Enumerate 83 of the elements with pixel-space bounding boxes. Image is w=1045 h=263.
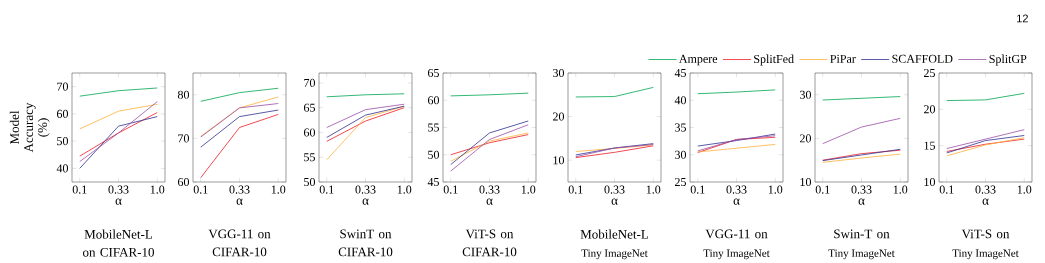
y-tick-label: 40 bbox=[674, 96, 687, 105]
x-tick-label: 1.0 bbox=[1017, 185, 1032, 194]
text: Tiny ImageNet bbox=[581, 249, 648, 260]
y-tick-label: 45 bbox=[427, 177, 440, 186]
x-tick-label: 0.33 bbox=[108, 185, 129, 194]
y-tick-label: 60 bbox=[427, 96, 440, 105]
y-tick-label: 25 bbox=[924, 68, 936, 78]
x-axis-title: α bbox=[115, 198, 122, 205]
x-tick-label: 0.1 bbox=[568, 185, 583, 194]
text: Swin-T on bbox=[834, 229, 890, 239]
legend-label: SCAFFOLD bbox=[892, 54, 953, 63]
y-tick-label: 80 bbox=[177, 90, 190, 99]
text: MobileNet-L on CIFAR-10 bbox=[83, 229, 155, 257]
x-axis-title: α bbox=[236, 198, 243, 205]
x-tick-label: 0.1 bbox=[690, 185, 705, 194]
y-tick-label: 45 bbox=[674, 68, 687, 77]
x-axis-title: α bbox=[362, 198, 369, 205]
x-tick-label: 1.0 bbox=[646, 185, 661, 194]
text: Tiny ImageNet bbox=[828, 249, 895, 260]
y-tick-label: 30 bbox=[553, 68, 565, 78]
y-tick-label: 65 bbox=[427, 68, 440, 78]
x-tick-label: 0.33 bbox=[229, 185, 250, 194]
x-tick-label: 1.0 bbox=[271, 185, 286, 194]
y-tick-label: 60 bbox=[177, 177, 190, 187]
legend-label: SplitGP bbox=[989, 54, 1027, 66]
x-tick-label: 1.0 bbox=[521, 185, 536, 194]
y-tick-label: 30 bbox=[800, 90, 812, 99]
y-tick-label: 40 bbox=[56, 164, 69, 173]
y-tick-label: 20 bbox=[924, 105, 936, 114]
y-tick-label: 70 bbox=[178, 134, 190, 143]
text: ViT-S on bbox=[961, 229, 1010, 239]
text: Tiny ImageNet bbox=[952, 249, 1019, 260]
x-axis-title: α bbox=[611, 198, 618, 205]
x-axis-title: α bbox=[858, 198, 865, 205]
y-tick-label: 55 bbox=[428, 123, 440, 132]
y-tick-label: 70 bbox=[304, 78, 316, 87]
y-axis-title: Model Accuracy (%) bbox=[9, 102, 50, 153]
x-tick-label: 1.0 bbox=[768, 185, 783, 194]
y-tick-label: 70 bbox=[57, 82, 69, 91]
text: MobileNet-L bbox=[580, 229, 649, 239]
y-tick-label: 60 bbox=[303, 128, 316, 137]
y-tick-label: 50 bbox=[57, 137, 69, 146]
x-tick-label: 0.33 bbox=[726, 185, 747, 194]
x-tick-label: 0.33 bbox=[975, 185, 996, 194]
x-tick-label: 1.0 bbox=[893, 185, 908, 194]
legend-label: PiPar bbox=[830, 54, 856, 63]
text: VGG-11 on CIFAR-10 bbox=[208, 229, 271, 257]
y-tick-label: 15 bbox=[924, 141, 936, 150]
y-tick-label: 20 bbox=[553, 112, 565, 121]
y-tick-label: 50 bbox=[428, 150, 440, 159]
y-tick-label: 65 bbox=[303, 103, 316, 112]
x-tick-label: 1.0 bbox=[397, 185, 412, 194]
y-tick-label: 20 bbox=[800, 134, 812, 143]
x-tick-label: 0.1 bbox=[443, 185, 458, 194]
y-tick-label: 30 bbox=[675, 150, 687, 159]
y-tick-label: 35 bbox=[675, 123, 687, 132]
text: ViT-S on CIFAR-10 bbox=[462, 229, 517, 257]
y-tick-label: 10 bbox=[924, 177, 936, 187]
text: VGG-11 on bbox=[705, 229, 768, 239]
legend-label: SplitFed bbox=[754, 54, 794, 66]
y-tick-label: 60 bbox=[56, 109, 69, 118]
y-tick-label: 25 bbox=[675, 177, 687, 187]
x-tick-label: 0.1 bbox=[939, 185, 954, 194]
x-tick-label: 1.0 bbox=[150, 185, 165, 194]
text: SwinT on CIFAR-10 bbox=[338, 229, 393, 257]
text: Tiny ImageNet bbox=[703, 249, 770, 260]
y-tick-label: 55 bbox=[304, 153, 316, 162]
x-tick-label: 0.1 bbox=[319, 185, 334, 194]
text: 12 bbox=[1017, 14, 1028, 23]
x-tick-label: 0.1 bbox=[193, 185, 208, 194]
x-axis-title: α bbox=[982, 198, 989, 205]
x-tick-label: 0.1 bbox=[815, 185, 830, 194]
y-tick-label: 50 bbox=[304, 177, 316, 187]
x-tick-label: 0.33 bbox=[851, 185, 872, 194]
y-tick-label: 10 bbox=[553, 156, 565, 165]
x-tick-label: 0.33 bbox=[355, 185, 376, 194]
x-tick-label: 0.33 bbox=[604, 185, 625, 194]
y-tick-label: 10 bbox=[800, 177, 812, 187]
x-tick-label: 0.1 bbox=[72, 185, 87, 194]
legend-label: Ampere bbox=[679, 54, 718, 66]
x-axis-title: α bbox=[486, 198, 493, 205]
x-axis-title: α bbox=[733, 198, 740, 205]
x-tick-label: 0.33 bbox=[479, 185, 500, 194]
